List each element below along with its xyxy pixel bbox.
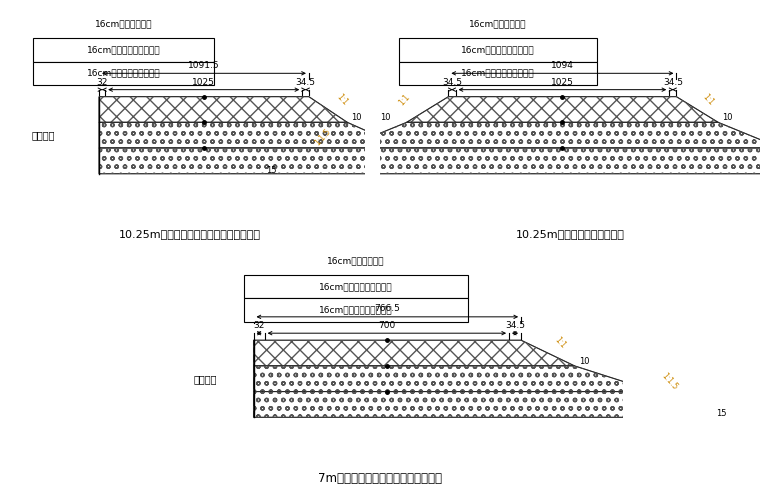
Text: 16cm石灰粉煎灰稳定碎石: 16cm石灰粉煎灰稳定碎石 — [87, 45, 160, 55]
Text: 10.25m宿輔路（靠六环）标准基层断面图: 10.25m宿輔路（靠六环）标准基层断面图 — [119, 230, 261, 240]
Text: 16cm石灰粉煎灰稳定碎石: 16cm石灰粉煎灰稳定碎石 — [87, 69, 160, 78]
Text: 1091.5: 1091.5 — [188, 61, 220, 70]
Polygon shape — [254, 366, 655, 392]
Text: 32: 32 — [97, 78, 108, 86]
Text: 10: 10 — [380, 113, 391, 122]
Text: 1:1.5: 1:1.5 — [313, 127, 333, 148]
Text: 766.5: 766.5 — [375, 304, 401, 313]
Bar — [33, 62, 214, 85]
Text: 1:1: 1:1 — [335, 92, 350, 107]
Text: 34.5: 34.5 — [663, 78, 682, 86]
Text: 1:1.5: 1:1.5 — [660, 371, 679, 391]
Polygon shape — [407, 96, 718, 122]
Text: 1:1: 1:1 — [397, 92, 412, 107]
Text: 7m宿輔路（靠六环）标准基层断面图: 7m宿輔路（靠六环）标准基层断面图 — [318, 472, 442, 485]
Text: 16cm水泥稳定碎石: 16cm水泥稳定碎石 — [469, 20, 527, 29]
Text: 1025: 1025 — [551, 78, 574, 86]
Text: 1:1.5: 1:1.5 — [412, 125, 432, 146]
Text: 16cm石灰粉煎灰稳定碎石: 16cm石灰粉煎灰稳定碎石 — [461, 69, 534, 78]
Text: 16cm石灰粉煎灰稳定碎石: 16cm石灰粉煎灰稳定碎石 — [319, 305, 392, 314]
Polygon shape — [254, 340, 575, 366]
Polygon shape — [99, 148, 463, 174]
Bar — [244, 298, 467, 322]
Polygon shape — [281, 148, 760, 174]
Text: 10.25m宿輔路标准基层断面图: 10.25m宿輔路标准基层断面图 — [515, 230, 625, 240]
Polygon shape — [99, 122, 405, 148]
Text: 1025: 1025 — [192, 78, 215, 86]
Text: 700: 700 — [378, 321, 395, 330]
Bar — [399, 62, 597, 85]
Text: 34.5: 34.5 — [442, 78, 462, 86]
Polygon shape — [344, 122, 760, 148]
Text: 10: 10 — [579, 356, 590, 366]
Text: 15: 15 — [448, 165, 459, 173]
Text: 15: 15 — [266, 166, 277, 174]
Bar — [33, 38, 214, 62]
Text: 靠六环侧: 靠六环侧 — [31, 130, 55, 140]
Text: 15: 15 — [716, 409, 726, 418]
Text: 10: 10 — [722, 113, 733, 122]
Text: 10: 10 — [351, 113, 361, 122]
Text: 16cm石灰粉煎灰稳定碎石: 16cm石灰粉煎灰稳定碎石 — [319, 282, 392, 291]
Text: 16cm水泥稳定碎石: 16cm水泥稳定碎石 — [327, 256, 385, 265]
Bar — [399, 38, 597, 62]
Text: 32: 32 — [253, 321, 264, 330]
Text: 16cm石灰粉煎灰稳定碎石: 16cm石灰粉煎灰稳定碎石 — [461, 45, 534, 55]
Text: 靠六环侧: 靠六环侧 — [193, 374, 217, 384]
Text: 16cm水泥稳定碎石: 16cm水泥稳定碎石 — [95, 20, 152, 29]
Text: 1094: 1094 — [551, 61, 574, 70]
Bar — [244, 275, 467, 298]
Text: 34.5: 34.5 — [296, 78, 315, 86]
Polygon shape — [99, 96, 347, 122]
Text: 34.5: 34.5 — [505, 321, 525, 330]
Polygon shape — [254, 392, 735, 417]
Text: 1:1: 1:1 — [701, 92, 716, 107]
Text: 1:1: 1:1 — [553, 335, 568, 350]
